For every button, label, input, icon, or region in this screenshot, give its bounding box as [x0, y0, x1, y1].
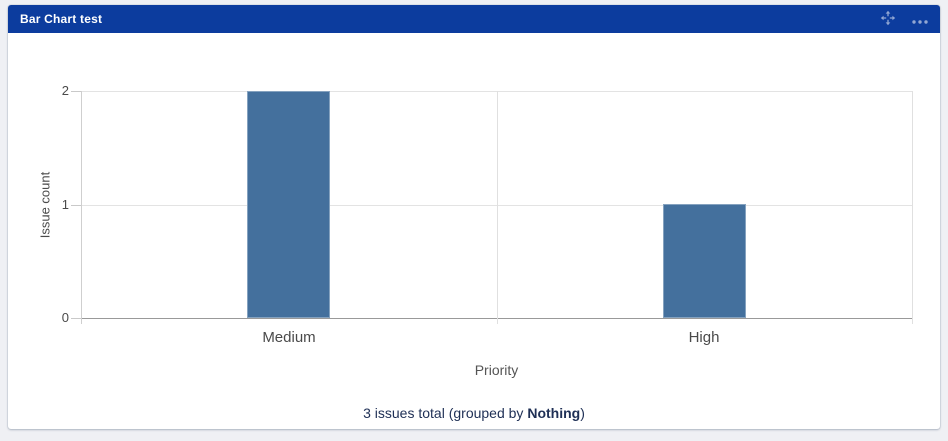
gadget-title: Bar Chart test — [20, 12, 103, 26]
ytick-mark-1 — [71, 205, 81, 206]
gridline-y-2 — [81, 91, 912, 92]
total-summary: 3 issues total (grouped by Nothing) — [8, 405, 940, 421]
gadget-body: 0 1 2 Medium High Priority Issue count 3 issue… — [8, 33, 940, 429]
ytick-label-0: 0 — [61, 310, 69, 325]
x-axis-title: Priority — [474, 362, 519, 378]
category-label-high: High — [688, 329, 720, 346]
y-axis-line — [81, 91, 82, 324]
category-separator-1 — [497, 91, 498, 324]
gridline-y-1 — [81, 205, 912, 206]
ytick-label-2: 2 — [61, 83, 69, 98]
group-by-value: Nothing — [527, 405, 581, 421]
gridline-y-0 — [81, 318, 912, 319]
y-axis-title: Issue count — [37, 171, 53, 238]
bar-medium[interactable] — [247, 91, 330, 318]
gadget-header-actions — [878, 8, 930, 31]
move-gadget-button[interactable] — [878, 8, 898, 31]
summary-suffix: ) — [580, 405, 585, 421]
ytick-mark-2 — [71, 91, 81, 92]
gadget-header[interactable]: Bar Chart test — [8, 5, 940, 33]
move-icon — [880, 10, 896, 29]
category-label-medium: Medium — [262, 329, 316, 346]
bar-chart: 0 1 2 Medium High Priority Issue count — [38, 83, 913, 378]
gadget-menu-button[interactable] — [910, 10, 930, 29]
summary-prefix: 3 issues total (grouped by — [363, 405, 528, 421]
bar-chart-gadget: Bar Chart test — [8, 5, 940, 429]
ytick-mark-0 — [71, 318, 81, 319]
ytick-label-1: 1 — [61, 197, 69, 212]
category-separator-2 — [912, 91, 913, 324]
ellipsis-icon — [912, 12, 928, 27]
bar-high[interactable] — [663, 204, 746, 318]
